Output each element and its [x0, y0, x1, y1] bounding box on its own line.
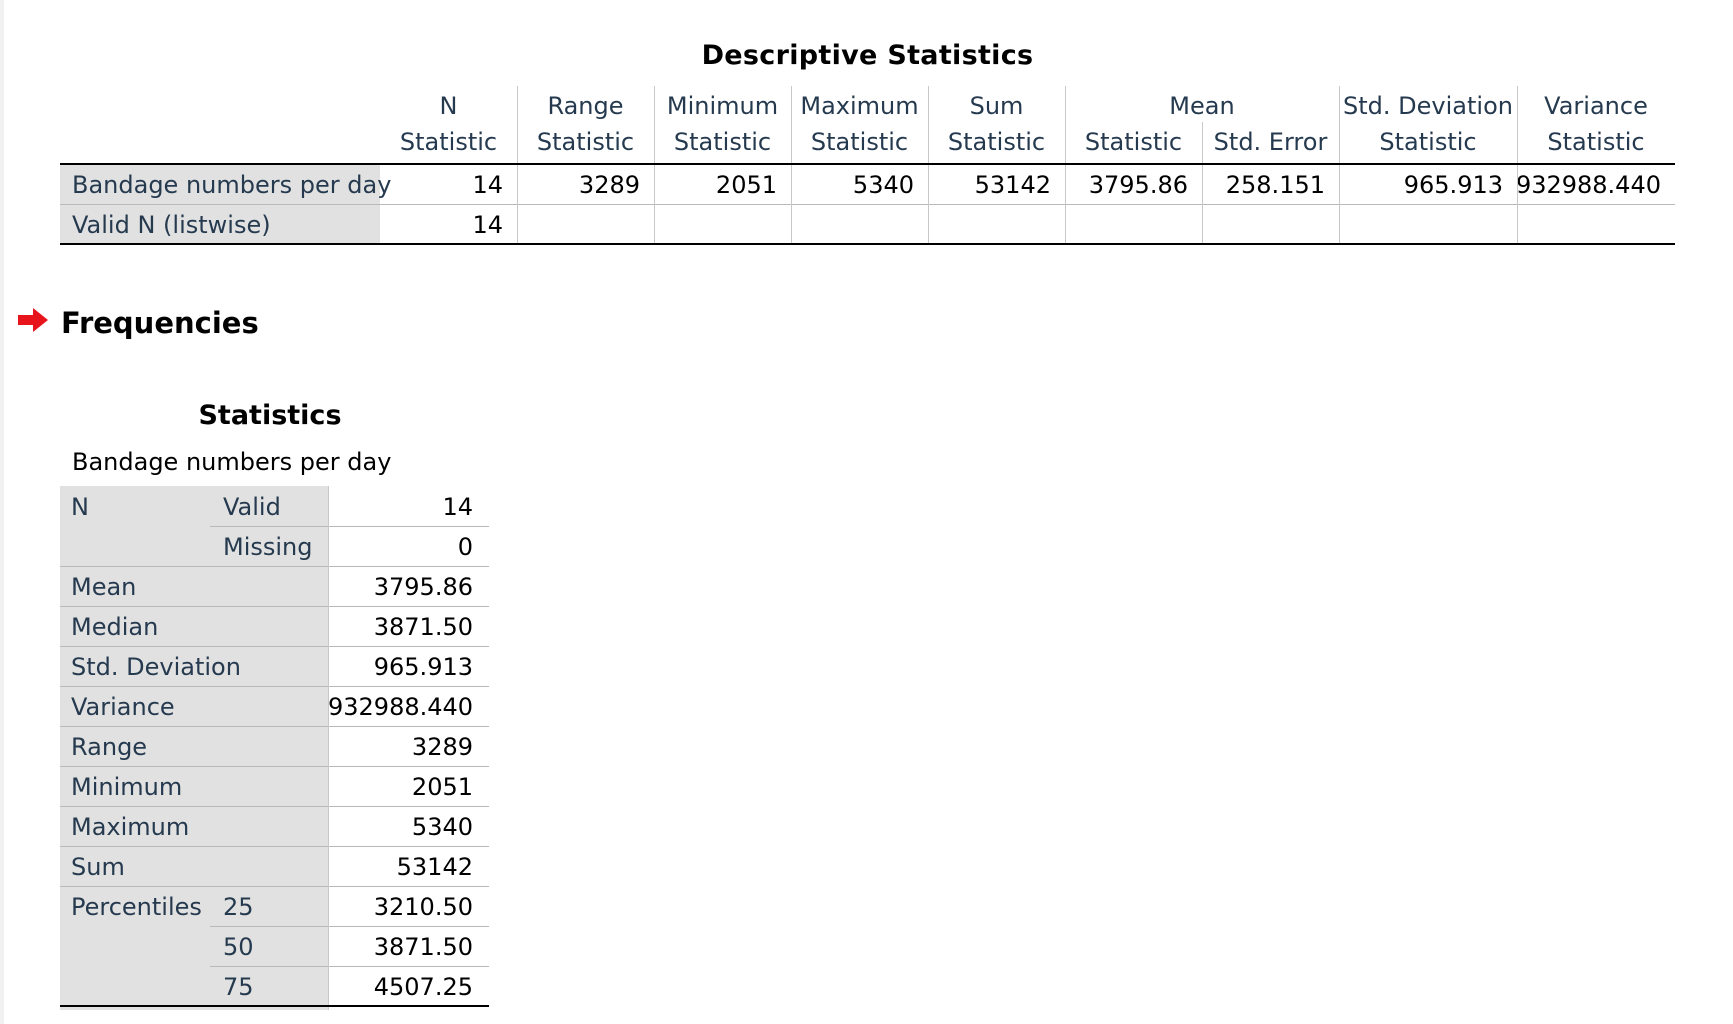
cell-mean-std-error: 258.151 [1225, 170, 1325, 199]
row-divider [60, 646, 489, 647]
header-divider [791, 86, 792, 164]
cell-n: 14 [472, 210, 503, 239]
cell-minimum: 2051 [715, 170, 777, 199]
body-divider [791, 165, 792, 244]
subheader-statistic: Statistic [1547, 128, 1645, 156]
label-variance: Variance [71, 693, 175, 721]
descriptive-statistics-title: Descriptive Statistics [701, 40, 1034, 71]
value-p50: 3871.50 [373, 933, 473, 961]
label-p75: 75 [223, 973, 254, 1001]
subheader-std-error: Std. Error [1213, 128, 1328, 156]
row-label-valid-n: Valid N (listwise) [60, 205, 380, 244]
table-bottom-rule [60, 243, 1675, 245]
value-sum: 53142 [396, 853, 473, 881]
label-p25: 25 [223, 893, 254, 921]
row-label-bandage: Bandage numbers per day [60, 165, 391, 204]
arrow-right-icon [18, 308, 48, 332]
table-top-rule [60, 163, 1675, 165]
row-divider [60, 806, 489, 807]
body-divider [654, 165, 655, 244]
cell-maximum: 5340 [852, 170, 914, 199]
row-divider [60, 686, 489, 687]
label-maximum: Maximum [71, 813, 190, 841]
value-median: 3871.50 [373, 613, 473, 641]
header-range: Range [547, 92, 624, 120]
value-missing: 0 [457, 533, 473, 561]
row-divider [60, 766, 489, 767]
row-divider [210, 926, 489, 927]
value-std-deviation: 965.913 [373, 653, 473, 681]
pane-left-border [0, 0, 4, 1024]
subheader-statistic: Statistic [1084, 128, 1183, 156]
body-divider [517, 165, 518, 244]
subheader-statistic: Statistic [810, 128, 909, 156]
value-p25: 3210.50 [373, 893, 473, 921]
cell-variance: 932988.440 [1515, 170, 1661, 199]
body-divider [1202, 165, 1203, 244]
row-divider [60, 204, 1675, 205]
header-divider [928, 86, 929, 164]
frequencies-heading[interactable]: Frequencies [61, 306, 259, 340]
body-divider [928, 165, 929, 244]
label-missing: Missing [223, 533, 313, 561]
cell-n: 14 [472, 170, 503, 199]
body-divider [1339, 165, 1340, 244]
row-divider [60, 886, 489, 887]
value-variance: 932988.440 [328, 693, 474, 721]
value-range: 3289 [411, 733, 473, 761]
row-divider [210, 966, 489, 967]
table-bottom-rule [60, 1005, 489, 1007]
label-valid: Valid [223, 493, 281, 521]
cell-std-deviation: 965.913 [1403, 170, 1503, 199]
body-divider [1517, 165, 1518, 244]
header-variance: Variance [1544, 92, 1648, 120]
header-divider [1339, 86, 1340, 164]
label-percentiles: Percentiles [71, 893, 202, 921]
header-n: N [439, 92, 458, 120]
header-sum: Sum [969, 92, 1024, 120]
statistics-title: Statistics [198, 400, 342, 431]
label-column-bg [60, 486, 328, 1010]
header-maximum: Maximum [800, 92, 919, 120]
value-valid: 14 [442, 493, 473, 521]
row-divider [60, 566, 489, 567]
subheader-statistic: Statistic [1379, 128, 1477, 156]
row-divider [60, 846, 489, 847]
label-std-deviation: Std. Deviation [71, 653, 241, 681]
label-mean: Mean [71, 573, 137, 601]
subheader-statistic: Statistic [399, 128, 498, 156]
cell-mean-statistic: 3795.86 [1088, 170, 1188, 199]
value-minimum: 2051 [411, 773, 473, 801]
label-range: Range [71, 733, 148, 761]
statistics-variable-label: Bandage numbers per day [72, 448, 392, 476]
cell-range: 3289 [578, 170, 640, 199]
subheader-statistic: Statistic [536, 128, 635, 156]
header-minimum: Minimum [666, 92, 779, 120]
row-divider [60, 606, 489, 607]
header-mean: Mean [1169, 92, 1235, 120]
header-divider [517, 86, 518, 164]
row-divider [210, 526, 489, 527]
value-p75: 4507.25 [373, 973, 473, 1001]
header-std-deviation: Std. Deviation [1343, 92, 1513, 120]
subheader-statistic: Statistic [673, 128, 772, 156]
value-maximum: 5340 [411, 813, 473, 841]
row-divider [60, 726, 489, 727]
label-p50: 50 [223, 933, 254, 961]
label-median: Median [71, 613, 159, 641]
header-divider [654, 86, 655, 164]
column-divider [328, 486, 329, 1010]
subheader-statistic: Statistic [947, 128, 1046, 156]
value-mean: 3795.86 [373, 573, 473, 601]
label-sum: Sum [71, 853, 125, 881]
label-minimum: Minimum [71, 773, 183, 801]
header-divider [1065, 86, 1066, 164]
header-divider [1202, 122, 1203, 164]
cell-sum: 53142 [974, 170, 1051, 199]
label-n: N [71, 493, 89, 521]
header-divider [1517, 86, 1518, 164]
body-divider [1065, 165, 1066, 244]
